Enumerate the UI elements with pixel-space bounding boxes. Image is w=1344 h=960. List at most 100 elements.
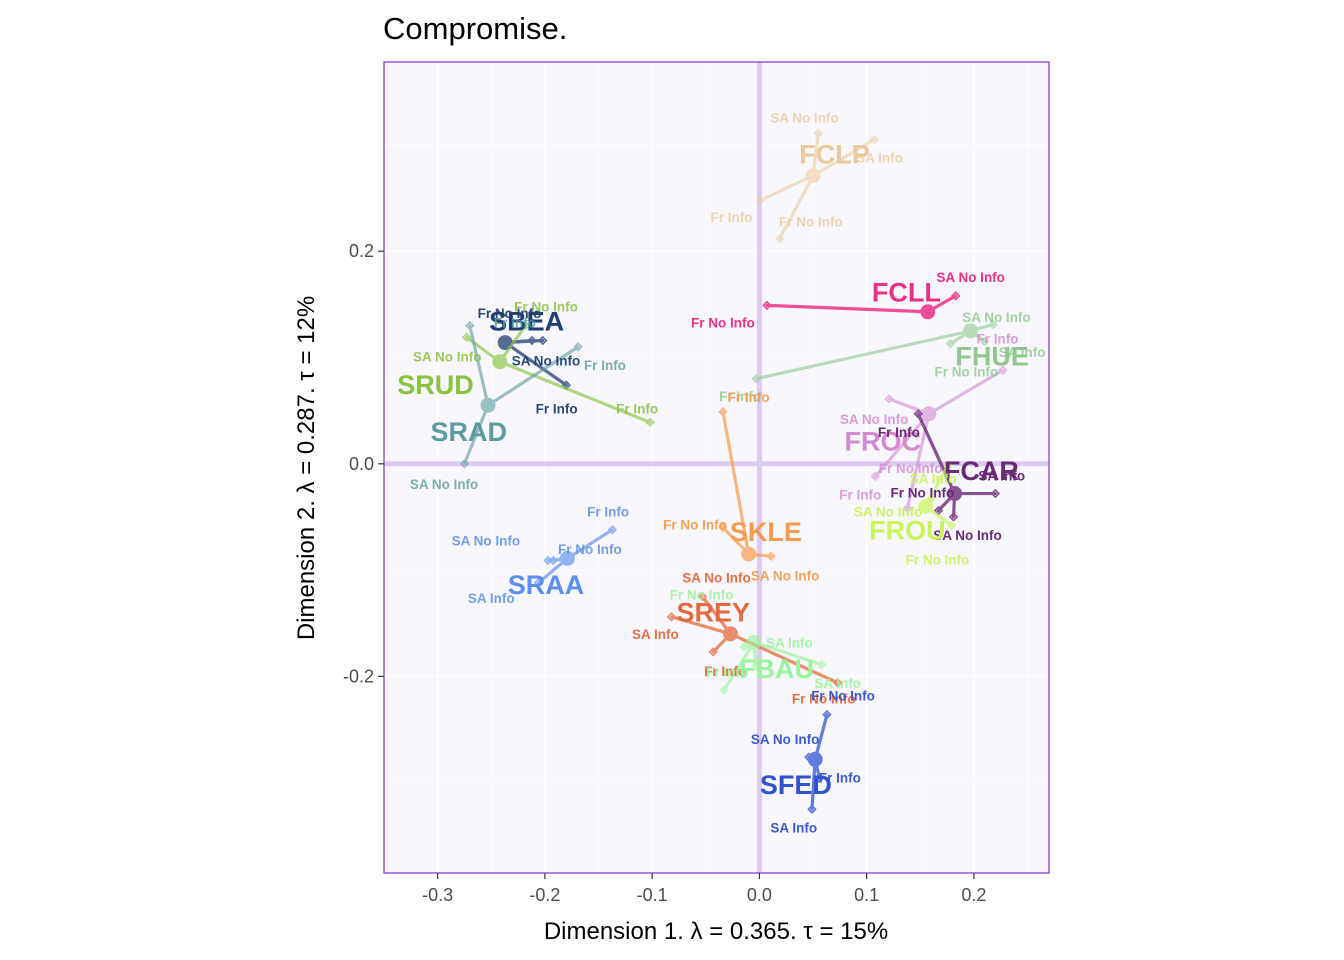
x-tick-label: -0.2 xyxy=(529,885,560,905)
point-label-fclp: SA Info xyxy=(856,151,903,166)
center-skle xyxy=(741,546,757,562)
point-label-sbea: SA No Info xyxy=(512,354,581,369)
point-fbau xyxy=(751,661,761,671)
point-label-sfed: Fr Info xyxy=(819,770,861,785)
labels-sfed: Fr No Info SA No Info SA Info Fr Info xyxy=(751,689,875,836)
point-fhue xyxy=(988,319,998,330)
point-label-skle: Fr No Info xyxy=(663,517,727,532)
point-srey xyxy=(708,647,719,657)
group-label-sbea: SBEA xyxy=(489,306,564,336)
point-fcar xyxy=(990,488,1001,499)
point-sfed xyxy=(822,709,832,720)
point-label-froc: Fr Info xyxy=(977,331,1019,346)
segment-srad xyxy=(468,324,490,407)
center-sfed xyxy=(807,751,823,767)
point-fbau xyxy=(739,641,750,652)
point-sfed xyxy=(814,773,825,784)
point-label-frou: SA No Info xyxy=(854,505,923,520)
point-froc xyxy=(884,394,894,404)
segment-fhue xyxy=(754,329,973,381)
labels-skle: Fr Info SA No Info Fr No Info xyxy=(663,390,819,584)
group-label-srey: SREY xyxy=(677,598,751,628)
center-frou xyxy=(918,498,934,514)
point-label-sfed: Fr No Info xyxy=(811,689,875,704)
center-fhue xyxy=(963,323,979,339)
point-sfed xyxy=(807,804,817,814)
point-sraa xyxy=(543,555,553,566)
segment-fbau xyxy=(752,640,824,667)
point-fcar xyxy=(948,512,959,522)
segment-srud xyxy=(498,360,652,424)
center-froc xyxy=(921,406,937,422)
point-srad xyxy=(465,320,475,331)
point-label-fclp: Fr Info xyxy=(711,210,753,225)
point-label-froc: Fr No Info xyxy=(879,461,943,476)
point-label-fcar: SA Info xyxy=(978,469,1025,484)
segment-froc xyxy=(873,412,931,479)
point-sraa xyxy=(607,524,618,535)
point-srey xyxy=(832,678,843,688)
point-label-fcll: SA No Info xyxy=(936,270,1005,285)
point-fclp xyxy=(775,233,785,244)
point-srud xyxy=(645,417,655,428)
segment-srad xyxy=(486,345,580,407)
segment-sraa xyxy=(565,528,615,560)
point-label-sfed: SA Info xyxy=(770,820,817,835)
group-fclp xyxy=(755,128,879,244)
point-label-srad: Fr Info xyxy=(584,358,626,373)
point-sbea xyxy=(538,335,548,346)
point-label-srey: SA No Info xyxy=(682,571,751,586)
labels-fbau: SA Info Fr No Info SA Info Fr Info xyxy=(670,588,861,691)
point-froc xyxy=(998,365,1008,375)
point-froc xyxy=(902,503,913,514)
point-label-srey: Fr No Info xyxy=(792,692,856,707)
center-srud xyxy=(492,354,508,370)
y-tick-label: -0.2 xyxy=(343,666,374,686)
x-tick-label: -0.3 xyxy=(422,885,453,905)
group-label-frou: FROU xyxy=(869,516,946,546)
point-label-sraa: SA Info xyxy=(468,591,515,606)
group-srad xyxy=(459,320,583,469)
plot-panel xyxy=(384,62,1049,873)
point-label-sraa: Fr No Info xyxy=(558,542,622,557)
labels-sraa: Fr Info Fr No Info SA No Info SA Info xyxy=(452,505,630,606)
point-label-sbea: Fr Info xyxy=(536,402,578,417)
point-fclp xyxy=(869,134,879,145)
segment-sbea xyxy=(503,341,568,387)
point-fclp xyxy=(755,195,766,205)
segment-fclp xyxy=(811,137,876,178)
center-srad xyxy=(480,397,496,413)
point-srey xyxy=(666,612,677,622)
point-fhue xyxy=(751,374,761,384)
point-label-srad: SA No Info xyxy=(410,477,479,492)
labels-fcar: Fr Info SA Info SA No Info Fr No Info xyxy=(878,425,1025,543)
point-srud xyxy=(461,332,472,343)
group-label-srad: SRAD xyxy=(430,417,507,447)
group-fhue xyxy=(751,319,998,384)
x-axis-title: Dimension 1. λ = 0.365. τ = 15% xyxy=(544,918,888,945)
point-label-fclp: SA No Info xyxy=(770,110,839,125)
group-fbau xyxy=(719,634,827,695)
point-label-sraa: Fr Info xyxy=(587,505,629,520)
y-tick-label: 0.2 xyxy=(349,241,374,261)
point-label-skle: Fr Info xyxy=(728,390,770,405)
center-fcar xyxy=(947,486,963,502)
point-label-fcar: Fr No Info xyxy=(891,486,955,501)
point-label-srud: SA No Info xyxy=(413,349,482,364)
group-label-fclp: FCLP xyxy=(799,139,870,169)
group-label-sfed: SFED xyxy=(760,770,832,800)
point-label-skle: SA No Info xyxy=(751,568,820,583)
segment-srad xyxy=(462,403,490,466)
segment-srey xyxy=(700,595,733,636)
segment-skle xyxy=(721,410,751,556)
group-label-fbau: FBAU xyxy=(739,654,814,684)
point-srud xyxy=(520,320,531,331)
labels-fclp: SA No Info SA Info Fr Info Fr No Info xyxy=(711,110,903,229)
point-label-fcar: SA No Info xyxy=(933,528,1002,543)
point-fbau xyxy=(719,685,729,695)
x-tick-label: 0.2 xyxy=(961,885,986,905)
